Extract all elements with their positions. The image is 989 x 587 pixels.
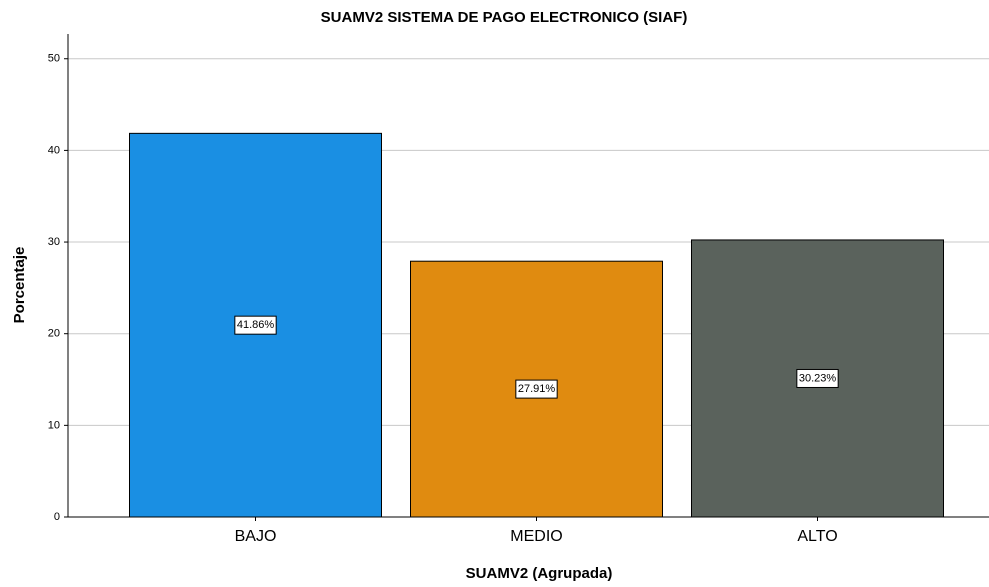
value-label-box [515, 379, 558, 399]
x-axis-label: SUAMV2 (Agrupada) [466, 565, 613, 582]
y-tick-label: 10 [48, 419, 60, 431]
y-tick-label: 20 [48, 328, 60, 340]
y-tick-label: 40 [48, 144, 60, 156]
y-axis-label: Porcentaje [11, 247, 28, 324]
value-label-box [234, 315, 277, 335]
y-tick-label: 0 [54, 511, 60, 523]
chart-title: SUAMV2 SISTEMA DE PAGO ELECTRONICO (SIAF… [321, 9, 688, 26]
value-label: 27.91% [518, 383, 556, 395]
x-tick-label: MEDIO [510, 528, 562, 545]
value-label-box [796, 368, 839, 388]
x-tick-label: BAJO [235, 528, 277, 545]
y-tick-label: 50 [48, 53, 60, 65]
value-label: 41.86% [237, 319, 275, 331]
x-tick-label: ALTO [797, 528, 837, 545]
value-label: 30.23% [799, 372, 837, 384]
y-tick-label: 30 [48, 236, 60, 248]
